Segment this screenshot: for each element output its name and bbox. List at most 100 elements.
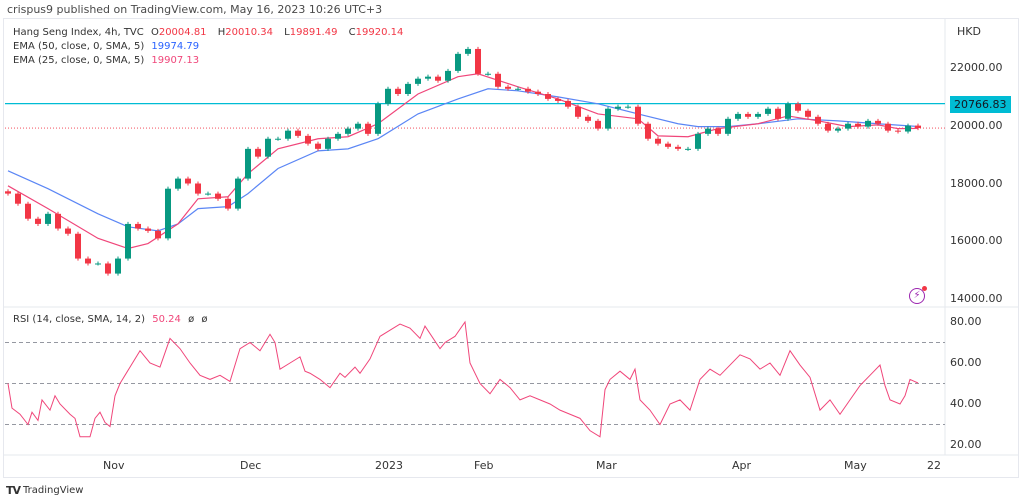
- candle-body: [615, 106, 621, 109]
- candle-body: [365, 123, 371, 134]
- candle-body: [485, 73, 491, 75]
- candle-body: [865, 120, 871, 127]
- candle-body: [305, 135, 311, 144]
- rsi-tick-label: 80.00: [950, 315, 982, 328]
- candle-body: [295, 130, 301, 136]
- candle-body: [715, 128, 721, 134]
- candle-body: [915, 125, 921, 129]
- candle-body: [325, 138, 331, 149]
- candle-body: [575, 106, 581, 117]
- candle-body: [725, 118, 731, 134]
- candle-body: [775, 108, 781, 119]
- currency-label: HKD: [957, 25, 981, 38]
- candle-body: [445, 70, 451, 81]
- candle-body: [195, 183, 201, 194]
- ema25-legend[interactable]: EMA (25, close, 0, SMA, 5) 19907.13: [13, 55, 203, 66]
- candle-body: [705, 128, 711, 134]
- candle-body: [95, 263, 101, 265]
- rsi-legend[interactable]: RSI (14, close, SMA, 14, 2) 50.24 ø ø: [13, 314, 212, 325]
- candle-body: [45, 213, 51, 224]
- horizontal-line-price-tag[interactable]: 20766.83: [950, 96, 1011, 113]
- candle-body: [225, 198, 231, 209]
- candle-body: [235, 178, 241, 209]
- candle-body: [885, 123, 891, 131]
- candle-body: [765, 108, 771, 114]
- candle-body: [265, 138, 271, 157]
- time-tick-label: Mar: [596, 459, 617, 472]
- candle-body: [805, 110, 811, 117]
- candle-body: [795, 103, 801, 111]
- price-tick-label: 18000.00: [950, 176, 1003, 190]
- rsi-extra-2: ø: [201, 314, 208, 325]
- candle-body: [465, 48, 471, 54]
- candle-body: [735, 113, 741, 119]
- candle-body: [635, 106, 641, 124]
- ema25-line: [7, 73, 919, 250]
- candle-body: [85, 258, 91, 264]
- candle-body: [425, 76, 431, 79]
- rsi-tick-label: 60.00: [950, 356, 982, 369]
- close-label: C: [348, 27, 356, 38]
- price-tick-label: 22000.00: [950, 61, 1003, 74]
- time-tick-label: May: [844, 459, 867, 472]
- candle-body: [245, 148, 251, 179]
- candle-body: [825, 123, 831, 131]
- time-tick-label: 22: [927, 459, 941, 472]
- candle-body: [675, 146, 681, 149]
- candle-body: [655, 138, 661, 144]
- candle-body: [595, 120, 601, 129]
- tradingview-logo[interactable]: TV TradingView: [6, 484, 83, 497]
- rsi-label: RSI (14, close, SMA, 14, 2): [13, 314, 146, 325]
- lightning-icon[interactable]: ⚡: [909, 286, 927, 304]
- candle-body: [905, 125, 911, 132]
- candle-body: [175, 178, 181, 189]
- ema50-line: [7, 88, 919, 232]
- candle-body: [75, 233, 81, 259]
- candle-body: [115, 258, 121, 274]
- low-value: 19891.49: [289, 27, 338, 38]
- candle-body: [285, 130, 291, 139]
- candle-body: [525, 88, 531, 92]
- symbol-label: Hang Seng Index, 4h, TVC: [13, 27, 144, 38]
- low-label: L: [284, 27, 290, 38]
- candle-body: [545, 93, 551, 99]
- candle-body: [755, 113, 761, 117]
- ema25-label: EMA (25, close, 0, SMA, 5): [13, 55, 145, 66]
- published-caption: crispus9 published on TradingView.com, M…: [7, 3, 383, 16]
- candle-body: [375, 103, 381, 134]
- candle-body: [185, 178, 191, 184]
- time-tick-label: Nov: [103, 459, 125, 472]
- price-tick-label: 14000.00: [950, 292, 1003, 305]
- candle-body: [125, 223, 131, 259]
- price-tick-label: 20000.00: [950, 118, 1003, 132]
- high-label: H: [217, 27, 226, 38]
- candle-body: [475, 48, 481, 74]
- ema25-value: 19907.13: [151, 55, 200, 66]
- candle-body: [155, 230, 161, 239]
- candle-body: [785, 103, 791, 119]
- candle-body: [555, 98, 561, 101]
- candle-body: [685, 148, 691, 150]
- main-legend: Hang Seng Index, 4h, TVC O20004.81 H2001…: [13, 27, 411, 38]
- candle-body: [275, 138, 281, 140]
- candle-body: [165, 188, 171, 239]
- candle-body: [5, 191, 11, 194]
- candle-body: [815, 116, 821, 124]
- open-label: O: [150, 27, 159, 38]
- candle-body: [435, 76, 441, 81]
- time-tick-label: 2023: [375, 459, 403, 472]
- candle-body: [625, 106, 631, 108]
- ema50-legend[interactable]: EMA (50, close, 0, SMA, 5) 19974.79: [13, 41, 203, 52]
- time-tick-label: Feb: [474, 459, 494, 472]
- high-value: 20010.34: [225, 27, 273, 38]
- candle-body: [105, 263, 111, 274]
- candle-body: [215, 193, 221, 199]
- open-value: 20004.81: [158, 27, 207, 38]
- candle-body: [345, 128, 351, 134]
- candle-body: [455, 53, 461, 71]
- candle-body: [855, 123, 861, 127]
- candle-body: [495, 73, 501, 87]
- candle-body: [895, 130, 901, 132]
- rsi-tick-label: 40.00: [950, 397, 982, 410]
